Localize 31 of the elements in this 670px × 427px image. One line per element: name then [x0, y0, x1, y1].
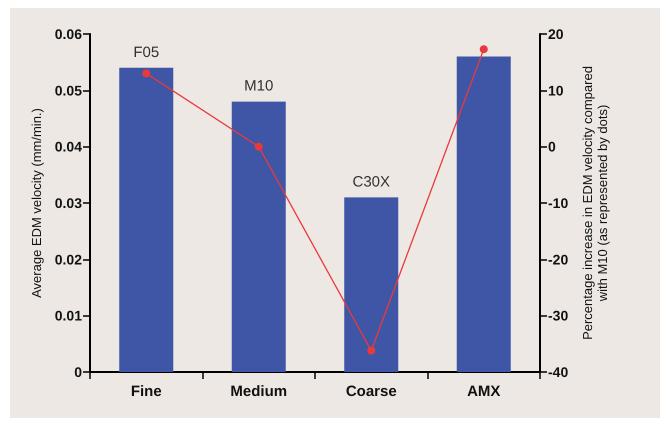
y2-tick-label: -20: [548, 251, 568, 268]
y2-tick-label: -40: [548, 364, 568, 380]
y-tick-label: 0: [74, 364, 82, 380]
y-tick-label: 0.05: [54, 82, 82, 98]
x-tick-label: Fine: [130, 383, 162, 400]
y-tick-label: 0.04: [54, 138, 82, 155]
annotation: F05: [133, 44, 160, 61]
y-axis-title: Average EDM velocity (mm/min.): [28, 108, 44, 298]
annotation: M10: [244, 78, 274, 95]
y2-tick-label: -30: [548, 308, 568, 324]
y-tick-label: 0.06: [54, 26, 82, 42]
point: [254, 142, 263, 151]
bar: [119, 68, 174, 372]
y2-tick-label: 20: [548, 26, 564, 42]
point: [367, 346, 376, 355]
y2-tick-label: -10: [548, 195, 568, 211]
x-tick-label: AMX: [467, 383, 500, 400]
x-tick-label: Coarse: [346, 383, 397, 400]
y-tick-label: 0.03: [54, 195, 82, 211]
y2-tick-label: 0: [548, 138, 556, 155]
bar: [456, 56, 511, 372]
bar: [232, 102, 286, 372]
annotation: C30X: [352, 173, 390, 190]
y2-axis-title: Percentage increase in EDM velocity compared with M10 (as represented by dots): [580, 66, 610, 340]
y2-tick-label: 10: [548, 82, 564, 98]
x-tick-label: Medium: [230, 383, 288, 400]
y-tick-label: 0.02: [54, 251, 82, 268]
y-tick-label: 0.01: [54, 308, 82, 324]
point: [480, 45, 488, 54]
point: [142, 69, 150, 78]
bar: [344, 197, 398, 372]
